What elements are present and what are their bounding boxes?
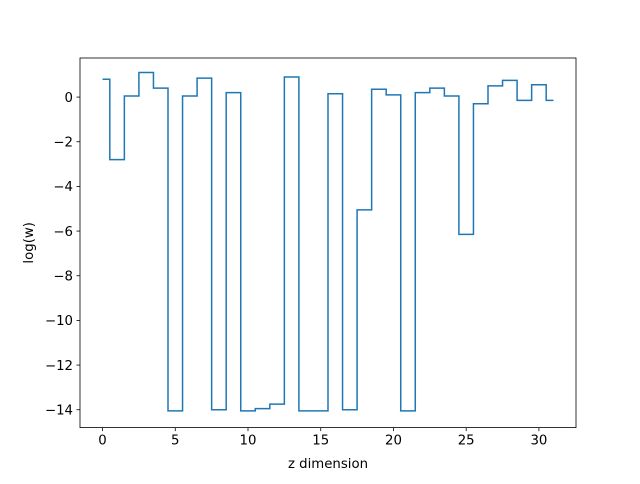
x-tick-label: 20 xyxy=(385,434,402,449)
y-tick-label: −12 xyxy=(45,359,73,374)
y-tick-label: 0 xyxy=(65,91,73,106)
x-tick-label: 30 xyxy=(530,434,547,449)
x-axis-label: z dimension xyxy=(288,457,368,472)
y-tick-label: −14 xyxy=(45,403,73,418)
y-tick-label: −8 xyxy=(53,269,73,284)
plot-area xyxy=(102,71,554,412)
y-tick-label: −2 xyxy=(53,135,73,150)
x-tick-label: 5 xyxy=(171,434,179,449)
y-tick-label: −6 xyxy=(53,225,73,240)
series-line xyxy=(102,71,554,412)
x-tick-label: 15 xyxy=(312,434,329,449)
y-axis-label: log(w) xyxy=(22,222,37,264)
x-tick-label: 0 xyxy=(98,434,106,449)
y-tick-label: −4 xyxy=(53,180,73,195)
x-tick-label: 10 xyxy=(240,434,257,449)
y-axis-ticks: −14 −12 −10 −8 −6 −4 −2 0 xyxy=(45,91,80,418)
x-tick-label: 25 xyxy=(458,434,475,449)
x-axis-ticks: 0 5 10 15 20 25 30 xyxy=(98,427,547,449)
axes-frame xyxy=(79,57,577,429)
y-tick-label: −10 xyxy=(45,314,73,329)
